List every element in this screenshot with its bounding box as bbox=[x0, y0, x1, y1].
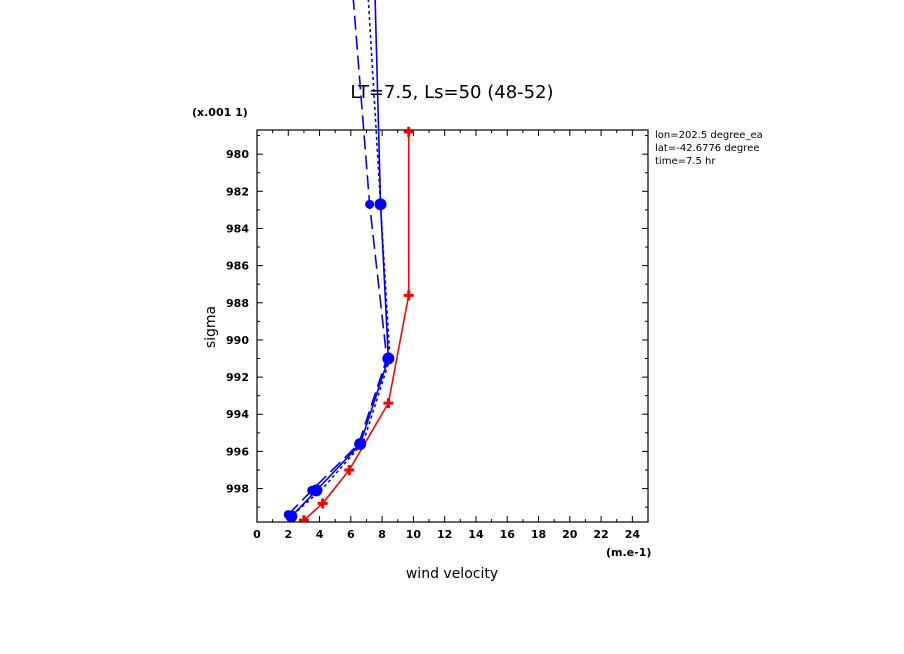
info-block: lon=202.5 degree_ea lat=-42.6776 degree … bbox=[655, 130, 763, 167]
x-tick-label: 18 bbox=[531, 528, 546, 541]
x-tick-label: 12 bbox=[437, 528, 452, 541]
x-unit-label: (m.e-1) bbox=[606, 546, 651, 559]
x-tick-label: 10 bbox=[406, 528, 422, 541]
series-3-line bbox=[292, 0, 391, 516]
data-point-plus bbox=[344, 464, 355, 475]
y-tick-label: 998 bbox=[226, 483, 249, 496]
y-tick-label: 980 bbox=[226, 148, 249, 161]
y-tick-label: 982 bbox=[226, 185, 249, 198]
y-scale-label: (x.001 1) bbox=[192, 106, 248, 119]
x-tick-label: 20 bbox=[562, 528, 578, 541]
x-tick-label: 4 bbox=[316, 528, 324, 541]
data-point-circle bbox=[283, 510, 293, 520]
x-tick-label: 2 bbox=[284, 528, 292, 541]
y-tick-label: 986 bbox=[226, 260, 249, 273]
x-tick-label: 16 bbox=[500, 528, 516, 541]
x-tick-label: 8 bbox=[378, 528, 386, 541]
data-point-circle bbox=[382, 354, 392, 364]
series-1 bbox=[298, 126, 414, 522]
chart-title: LT=7.5, Ls=50 (48-52) bbox=[350, 82, 553, 103]
data-point-circle bbox=[354, 439, 364, 449]
y-tick-label: 992 bbox=[226, 371, 249, 384]
y-tick-label: 996 bbox=[226, 445, 249, 458]
x-tick-label: 14 bbox=[468, 528, 484, 541]
data-point-plus bbox=[383, 398, 394, 409]
data-point-plus bbox=[317, 498, 328, 509]
y-tick-label: 988 bbox=[226, 297, 249, 310]
series-1-line bbox=[303, 131, 410, 521]
plot-frame bbox=[256, 129, 649, 523]
info-lat: lat=-42.6776 degree bbox=[655, 143, 759, 154]
info-lon: lon=202.5 degree_ea bbox=[655, 130, 763, 141]
data-point-plus bbox=[298, 515, 309, 522]
y-tick-label: 990 bbox=[226, 334, 249, 347]
x-tick-label: 6 bbox=[347, 528, 355, 541]
y-axis-label: sigma bbox=[203, 306, 219, 348]
y-tick-label: 984 bbox=[226, 222, 249, 235]
series-4 bbox=[283, 0, 392, 520]
data-point-plus bbox=[403, 126, 414, 137]
x-tick-label: 0 bbox=[253, 528, 261, 541]
x-tick-label: 22 bbox=[593, 528, 608, 541]
series-layer bbox=[283, 0, 414, 522]
y-tick-label: 994 bbox=[226, 408, 249, 421]
series-3 bbox=[292, 0, 391, 516]
data-point-circle bbox=[307, 485, 317, 495]
series-2 bbox=[285, 0, 395, 522]
plot-axes: 0 2 4 6 8 10 12 14 16 18 20 22 249809829849869889909… bbox=[226, 129, 649, 541]
data-point-circle bbox=[365, 199, 375, 209]
data-point-plus bbox=[403, 290, 414, 301]
series-4-line bbox=[287, 0, 388, 516]
info-time: time=7.5 hr bbox=[655, 156, 716, 167]
series-2-line bbox=[290, 0, 390, 517]
x-tick-label: 24 bbox=[625, 528, 641, 541]
x-axis-label: wind velocity bbox=[406, 566, 498, 582]
